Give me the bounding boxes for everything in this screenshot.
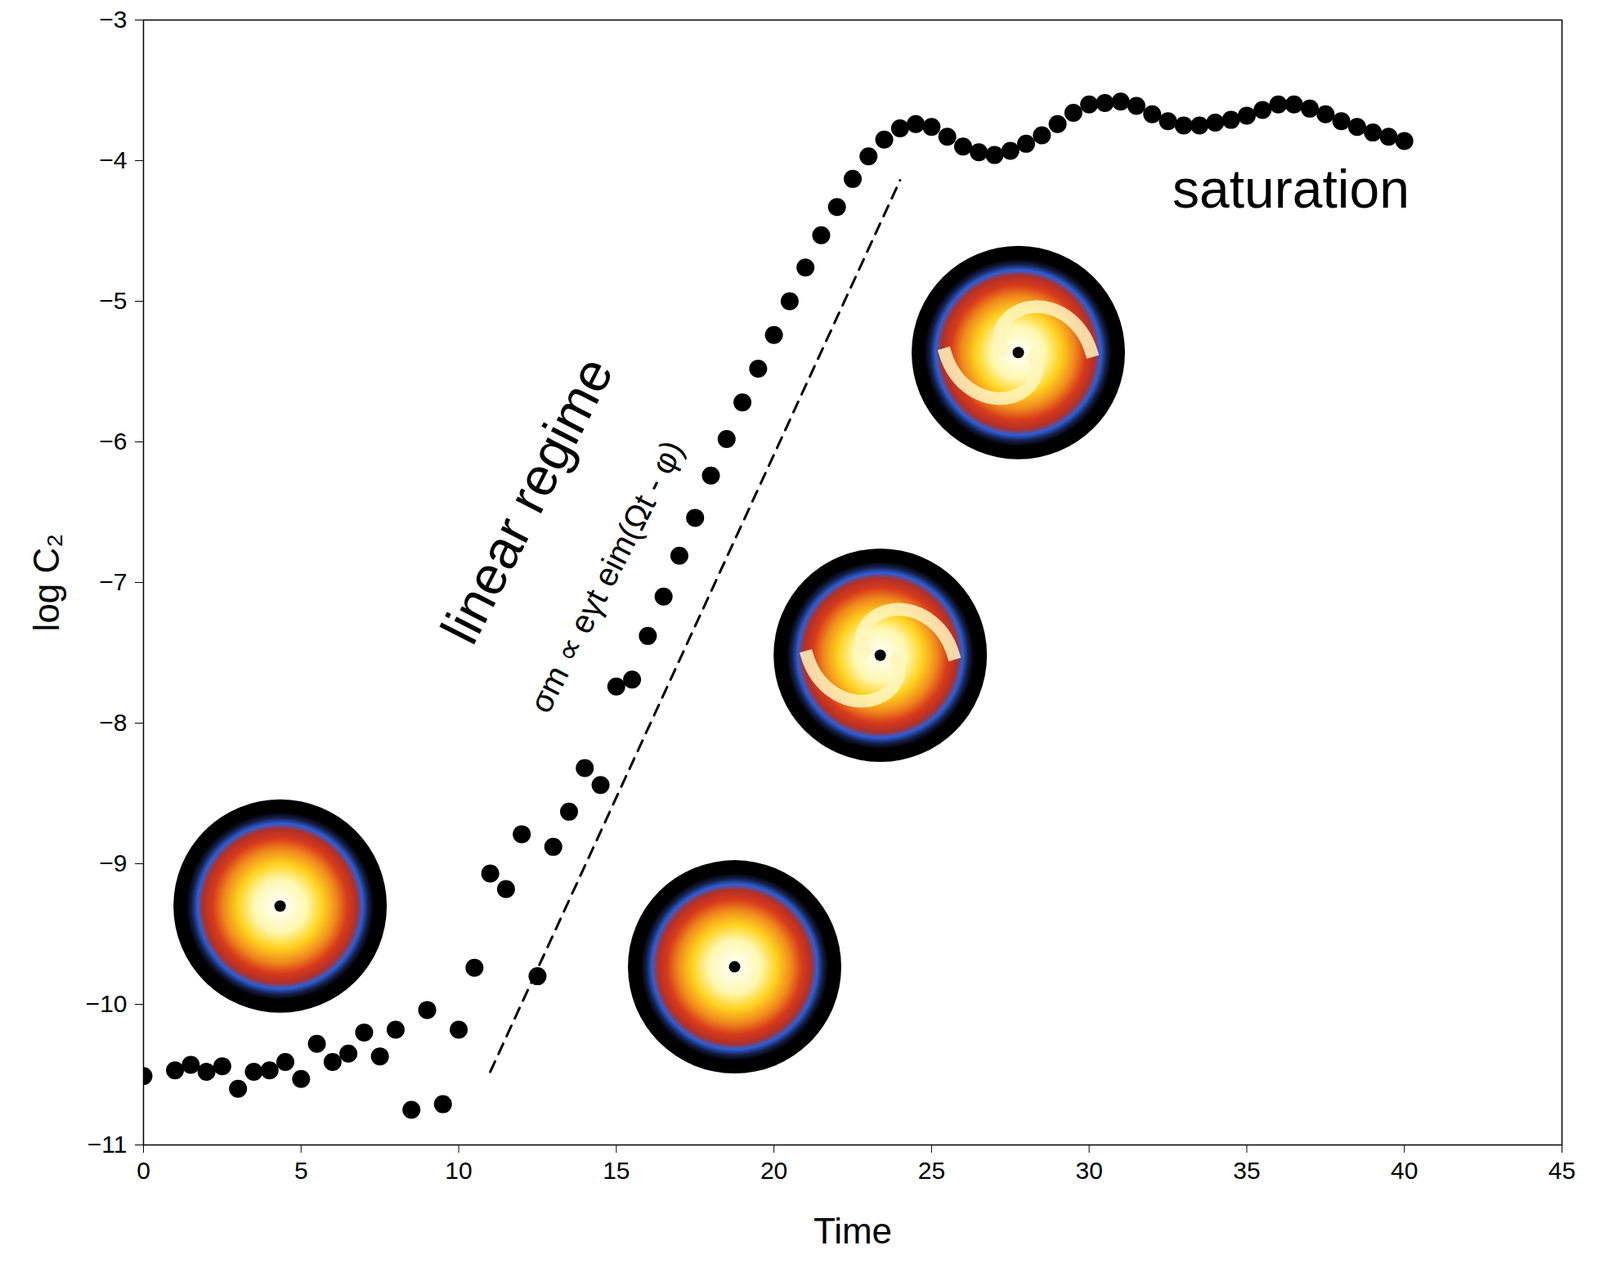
svg-text:σm ∝ eγt eim(Ωt - φ): σm ∝ eγt eim(Ωt - φ) (521, 434, 691, 719)
svg-text:linear regime: linear regime (428, 347, 625, 653)
svg-text:0: 0 (136, 1156, 151, 1184)
svg-text:−8: −8 (98, 708, 127, 736)
svg-text:Time: Time (813, 1210, 892, 1251)
svg-text:30: 30 (1075, 1156, 1103, 1184)
svg-text:20: 20 (760, 1156, 788, 1184)
svg-text:−11: −11 (87, 1130, 128, 1158)
svg-text:−6: −6 (98, 427, 127, 455)
svg-text:−5: −5 (98, 286, 127, 314)
svg-text:5: 5 (294, 1156, 309, 1184)
svg-text:−10: −10 (85, 990, 128, 1018)
svg-text:35: 35 (1232, 1156, 1260, 1184)
svg-text:−3: −3 (98, 5, 127, 33)
svg-text:25: 25 (918, 1156, 946, 1184)
svg-text:−7: −7 (98, 568, 127, 596)
svg-text:45: 45 (1548, 1156, 1576, 1184)
svg-text:10: 10 (444, 1156, 472, 1184)
svg-text:−9: −9 (98, 849, 127, 877)
svg-text:saturation: saturation (1172, 158, 1410, 220)
svg-text:log C₂: log C₂ (26, 533, 67, 632)
svg-text:40: 40 (1390, 1156, 1418, 1184)
svg-text:15: 15 (602, 1156, 630, 1184)
svg-text:−4: −4 (98, 146, 127, 174)
